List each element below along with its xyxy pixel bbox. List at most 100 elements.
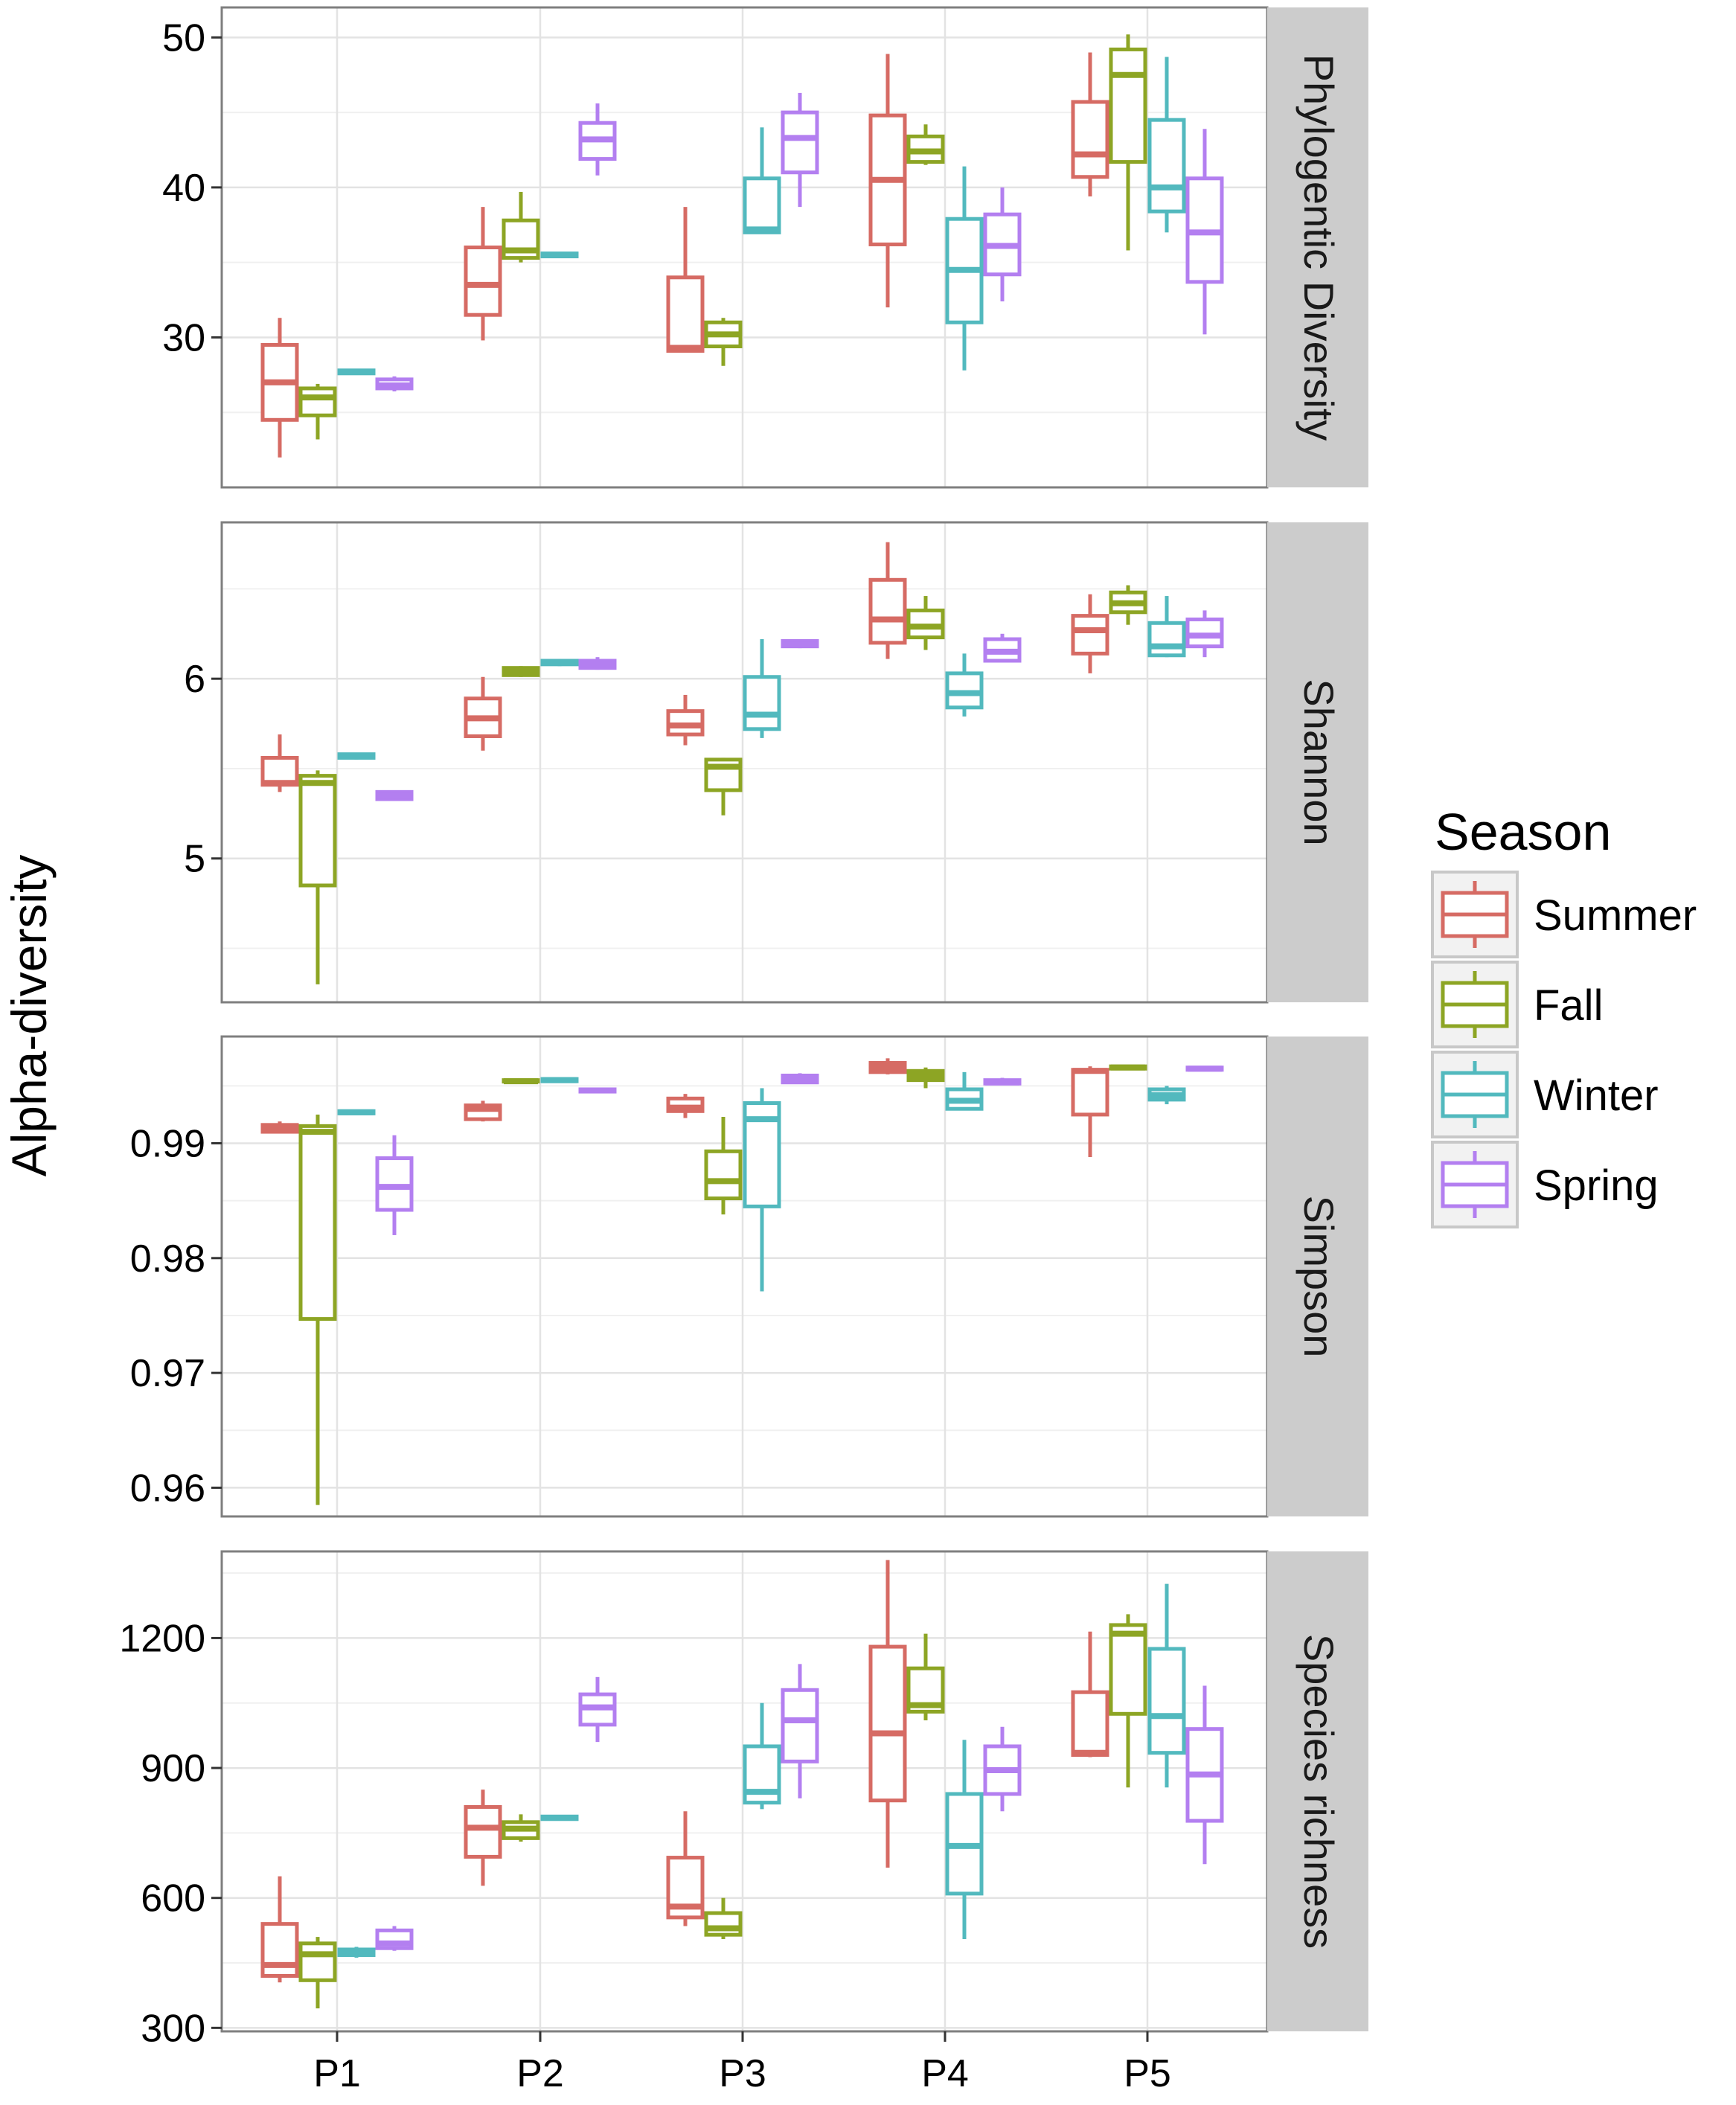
box-body [1071,1690,1109,1758]
box-p2-spring [578,657,617,670]
box-p2-spring [578,1676,617,1743]
y-tick-label: 0.98 [130,1237,205,1281]
box-body [298,1941,337,1982]
box-p5-fall [1109,585,1147,625]
box-p5-summer [1071,52,1109,196]
panel-1: 30 40 50 Phylogentic Diversity [162,6,1368,489]
box-p1-spring [375,789,414,801]
box-p3-winter [743,1702,781,1810]
box-p4-fall [906,1633,945,1721]
box-p3-summer [666,1811,705,1926]
x-tick-label-p5: P5 [1124,2052,1171,2095]
legend-entry-spring: Spring [1431,1141,1659,1228]
legend-label: Summer [1534,891,1697,940]
box-p4-summer [868,1560,907,1868]
box-body [1147,118,1186,214]
panels-group: 30 40 50 Phylogentic Diversity 5 6 Shannon 0.96… [119,6,1368,2050]
box-body [1109,47,1147,164]
box-p1-summer [260,318,299,458]
legend-entry-summer: Summer [1431,871,1697,958]
legend-entry-fall: Fall [1431,961,1603,1048]
box-p5-summer [1071,1631,1109,1758]
box-p2-summer [464,676,502,751]
box-p1-fall [298,770,337,984]
box-p2-summer [464,1790,502,1886]
box-p5-fall [1109,1064,1147,1071]
box-p4-summer [868,1058,907,1074]
box-p5-summer [1071,594,1109,673]
box-p5-winter [1147,1583,1186,1788]
box-p4-spring [983,633,1022,663]
box-p2-winter [540,1077,579,1083]
panel-2: 5 6 Shannon [184,521,1368,1004]
box-p4-summer [868,542,907,659]
box-p1-summer [260,1876,299,1983]
box-body [1071,1068,1109,1117]
legend-title: Season [1435,803,1611,861]
box-body [743,176,781,234]
box-body [704,1149,743,1201]
box-p3-fall [704,1897,743,1940]
box-p2-fall [502,191,540,263]
y-tick-label: 300 [141,2007,205,2050]
box-p1-summer [260,1121,299,1134]
x-tick-label-p4: P4 [921,2052,969,2095]
y-tick-label: 30 [162,316,205,359]
y-tick-label: 0.97 [130,1352,205,1395]
box-p2-fall [502,666,540,677]
box-p2-fall [502,1814,540,1842]
facet-strip [1267,1037,1368,1516]
box-p2-winter [540,659,579,667]
facet-strip-label: Phylogentic Diversity [1295,54,1342,441]
x-tick-label-p3: P3 [719,2052,766,2095]
box-p2-winter [540,1814,579,1822]
box-body [704,1911,743,1937]
box-body [1147,1647,1186,1755]
box-p5-fall [1109,34,1147,251]
box-p1-spring [375,1926,414,1951]
y-tick-label: 6 [184,658,205,701]
box-body [298,386,337,417]
panel-3: 0.96 0.97 0.98 0.99 Simpson [130,1035,1368,1518]
box-p3-spring [781,92,819,208]
legend-label: Fall [1534,981,1603,1030]
box-p4-spring [983,1726,1022,1812]
box-p1-summer [260,734,299,792]
panel-background [222,7,1267,487]
y-tick-label: 40 [162,167,205,210]
box-body [298,774,337,888]
box-body [1147,621,1186,658]
box-body [464,1804,502,1859]
panel-4: 300 600 900 1200 Species richness [119,1550,1368,2050]
y-tick-label: 600 [141,1877,205,1920]
box-p4-winter [945,653,984,717]
box-p2-summer [464,207,502,341]
box-p4-fall [906,1067,945,1089]
y-tick-label: 50 [162,16,205,60]
legend-label: Spring [1534,1162,1659,1210]
box-p5-winter [1147,596,1186,658]
y-tick-label: 0.96 [130,1467,205,1510]
box-p4-winter [945,166,984,371]
box-p3-spring [781,1073,819,1085]
box-p3-summer [666,1094,705,1118]
box-p4-spring [983,187,1022,302]
box-p3-winter [743,639,781,738]
box-p3-winter [743,127,781,234]
box-p3-spring [781,1664,819,1798]
box-p4-spring [983,1077,1022,1086]
box-p5-spring [1185,1066,1224,1072]
facet-strip-label: Species richness [1295,1634,1342,1949]
x-tick-label-p2: P2 [516,2052,564,2095]
box-p5-spring [1185,1685,1224,1865]
box-p3-summer [666,207,705,353]
box-p5-winter [1147,1086,1186,1105]
box-p3-fall [704,1117,743,1215]
box-body [464,246,502,317]
box-p1-winter [337,752,376,760]
box-p5-spring [1185,129,1224,335]
box-p3-spring [781,638,819,649]
box-p2-winter [540,251,579,259]
box-body [666,275,705,353]
